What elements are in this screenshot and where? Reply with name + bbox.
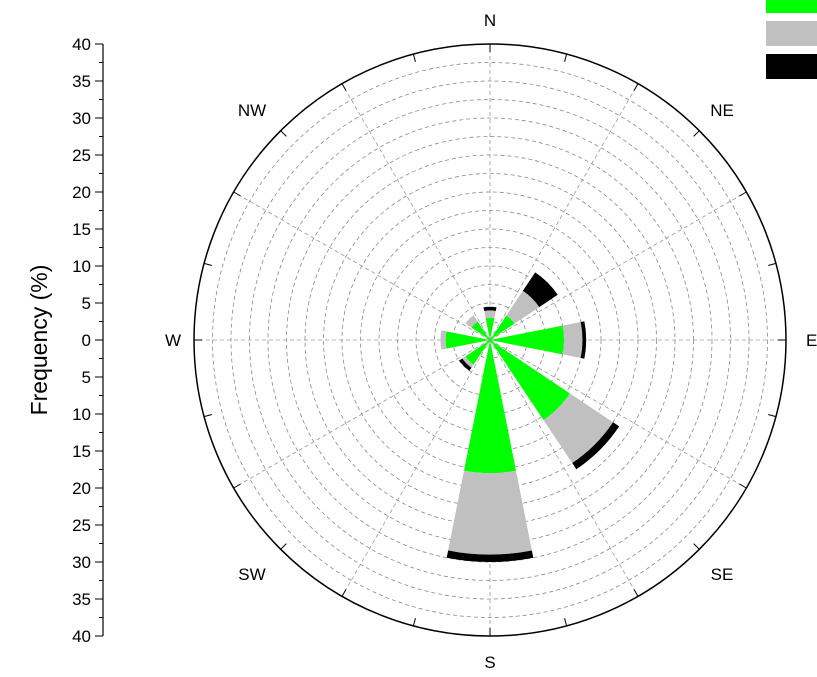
frequency-axis: 40 35 30 25 20 15 10 5 0 5 10 15 20 25 30 35 40 bbox=[72, 35, 104, 646]
sector-bar-segment bbox=[490, 325, 564, 355]
grid-circle bbox=[267, 117, 713, 563]
sector-bar-segment bbox=[490, 340, 570, 420]
outer-tick bbox=[341, 589, 347, 597]
sector-bar-segment bbox=[465, 340, 490, 365]
sector-bar-segment bbox=[445, 331, 490, 349]
grid-spoke bbox=[489, 339, 747, 489]
sector-bar-segment bbox=[522, 272, 558, 308]
outer-tick bbox=[693, 130, 700, 137]
axis-tick-label: 40 bbox=[72, 35, 91, 54]
sector-bar-segment bbox=[440, 330, 447, 350]
outer-tick bbox=[633, 589, 639, 597]
axis-tick-label: 35 bbox=[72, 590, 91, 609]
outer-tick bbox=[233, 191, 241, 197]
direction-label-n: N bbox=[484, 11, 496, 30]
direction-label-nw: NW bbox=[238, 101, 266, 120]
grid-spoke bbox=[489, 191, 747, 341]
sector-bar-segment bbox=[462, 356, 474, 368]
sector-bar-segment bbox=[465, 315, 478, 328]
axis-tick-label: 40 bbox=[72, 627, 91, 646]
sector-bar-segment bbox=[464, 340, 516, 474]
sector-bar-segment bbox=[562, 321, 583, 359]
sector-bar-segment bbox=[484, 310, 496, 319]
axis-tick-label: 15 bbox=[72, 442, 91, 461]
axis-tick-label: 20 bbox=[72, 183, 91, 202]
legend bbox=[766, 0, 817, 79]
grid-spoke bbox=[233, 191, 491, 341]
outer-tick bbox=[203, 414, 212, 418]
outer-tick bbox=[203, 262, 212, 266]
sector-bar-segment bbox=[446, 550, 534, 562]
grid-spoke bbox=[341, 83, 491, 341]
outer-tick bbox=[341, 83, 347, 91]
axis-tick-label: 25 bbox=[72, 146, 91, 165]
direction-labels: N NE E SE S SW W NW bbox=[165, 11, 817, 672]
sector-bar-segment bbox=[459, 358, 472, 371]
outer-tick bbox=[768, 262, 777, 266]
outer-tick bbox=[564, 618, 568, 627]
grid-spoke bbox=[489, 339, 639, 597]
axis-tick-label: 15 bbox=[72, 220, 91, 239]
outer-tick bbox=[768, 414, 777, 418]
outer-tick bbox=[412, 618, 416, 627]
outer-tick bbox=[564, 53, 568, 62]
axis-tick-label: 5 bbox=[82, 294, 91, 313]
axis-tick-label: 0 bbox=[82, 331, 91, 350]
grid-circle bbox=[378, 228, 602, 452]
direction-label-se: SE bbox=[711, 565, 734, 584]
grid-spoke bbox=[489, 83, 639, 341]
outer-ticks bbox=[194, 44, 786, 636]
axis-tick-label: 5 bbox=[82, 368, 91, 387]
axis-tick-label: 10 bbox=[72, 405, 91, 424]
axis-tick-label: 25 bbox=[72, 516, 91, 535]
sector-bar-segment bbox=[471, 321, 490, 340]
grid-spoke bbox=[341, 339, 491, 597]
outer-tick bbox=[739, 483, 747, 489]
sector-bar-segment bbox=[490, 315, 515, 340]
legend-swatch bbox=[766, 54, 817, 79]
legend-swatch bbox=[766, 21, 817, 46]
sector-bar-segment bbox=[572, 422, 620, 470]
sector-bar-segment bbox=[506, 290, 540, 324]
axis-tick-label: 30 bbox=[72, 553, 91, 572]
axis-tick-label: 10 bbox=[72, 257, 91, 276]
axis-tick-label: 20 bbox=[72, 479, 91, 498]
outer-tick bbox=[412, 53, 416, 62]
direction-label-w: W bbox=[165, 331, 181, 350]
sector-bar-segment bbox=[483, 306, 497, 311]
direction-label-ne: NE bbox=[710, 101, 734, 120]
outer-tick bbox=[280, 543, 287, 550]
y-axis-title: Frequency (%) bbox=[26, 265, 52, 416]
sector-bars bbox=[440, 272, 620, 562]
sector-bar-segment bbox=[485, 317, 495, 340]
legend-swatch bbox=[766, 0, 817, 13]
polar-grid bbox=[194, 44, 786, 636]
grid-spoke bbox=[233, 339, 491, 489]
direction-label-e: E bbox=[806, 331, 817, 350]
outer-tick bbox=[693, 543, 700, 550]
axis-tick-label: 35 bbox=[72, 72, 91, 91]
outer-tick bbox=[280, 130, 287, 137]
outer-tick bbox=[233, 483, 241, 489]
outer-tick bbox=[633, 83, 639, 91]
direction-label-s: S bbox=[484, 653, 495, 672]
direction-label-sw: SW bbox=[238, 565, 265, 584]
axis-tick-label: 30 bbox=[72, 109, 91, 128]
grid-circle bbox=[212, 62, 768, 618]
sector-bar-segment bbox=[448, 470, 532, 555]
sector-bar-segment bbox=[580, 321, 587, 359]
sector-bar-segment bbox=[543, 393, 614, 464]
outer-tick bbox=[739, 191, 747, 197]
